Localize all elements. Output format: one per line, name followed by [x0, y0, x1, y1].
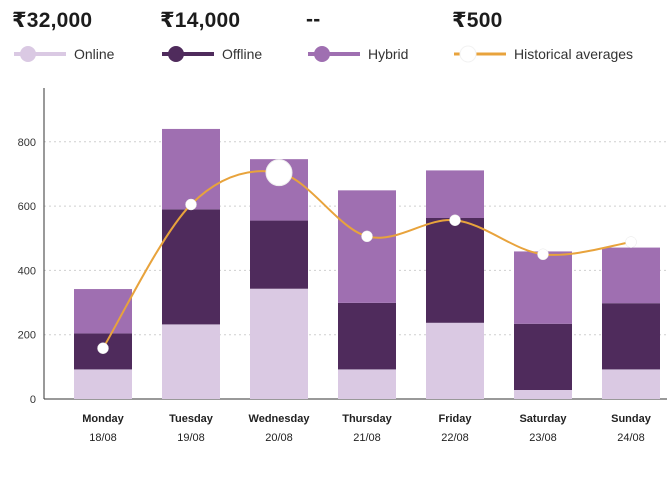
- hybrid-total-value: --: [306, 8, 321, 31]
- bar-online-monday: [74, 369, 132, 399]
- legend-offline-swatch-icon: [162, 46, 214, 62]
- x-date-label: 20/08: [265, 432, 293, 444]
- historical-average-value: ₹500: [452, 9, 503, 32]
- online-total-value: ₹32,000: [12, 9, 93, 32]
- x-date-label: 23/08: [529, 432, 557, 444]
- historical-average-point-saturday: [537, 248, 549, 261]
- legend-historical-averages[interactable]: Historical averages: [452, 44, 633, 64]
- bar-hybrid-sunday: [602, 247, 660, 304]
- offline-total-value: ₹14,000: [160, 9, 241, 32]
- bar-online-thursday: [338, 369, 396, 399]
- legend-hybrid-label: Hybrid: [368, 46, 409, 62]
- historical-average-point-wednesday: [265, 159, 293, 187]
- legend-offline-label: Offline: [222, 46, 263, 62]
- historical-average-point-thursday: [361, 230, 373, 243]
- offline-total: ₹14,000: [160, 8, 240, 33]
- bar-offline-thursday: [338, 302, 396, 370]
- bar-hybrid-tuesday: [162, 128, 220, 210]
- legend-offline[interactable]: Offline: [160, 44, 262, 64]
- bar-hybrid-thursday: [338, 190, 396, 303]
- x-day-label: Friday: [438, 413, 472, 425]
- bar-offline-saturday: [514, 323, 572, 390]
- legend-hybrid-swatch-icon: [308, 46, 360, 62]
- legend-historical-swatch-icon: [454, 45, 506, 63]
- x-day-label: Monday: [82, 413, 124, 425]
- x-date-label: 21/08: [353, 432, 381, 444]
- bar-hybrid-saturday: [514, 251, 572, 324]
- bar-online-friday: [426, 322, 484, 399]
- online-total: ₹32,000: [12, 8, 92, 33]
- bar-offline-wednesday: [250, 220, 308, 289]
- x-day-label: Thursday: [342, 413, 392, 425]
- legend-online-label: Online: [74, 46, 115, 62]
- y-tick-label: 200: [18, 330, 36, 342]
- legend-hybrid[interactable]: Hybrid: [306, 44, 408, 64]
- historical-average-point-tuesday: [185, 198, 197, 211]
- bar-online-saturday: [514, 389, 572, 399]
- y-tick-label: 800: [18, 137, 36, 149]
- x-date-label: 24/08: [617, 432, 645, 444]
- bar-offline-sunday: [602, 303, 660, 370]
- bar-online-wednesday: [250, 288, 308, 399]
- historical-average-point-sunday: [625, 236, 637, 248]
- hybrid-total: --: [306, 8, 320, 32]
- legend-historical-label: Historical averages: [514, 46, 634, 62]
- x-date-label: 19/08: [177, 432, 205, 444]
- x-date-label: 18/08: [89, 432, 117, 444]
- summary-header: ₹32,000 ₹14,000 -- ₹500 Online Offline H…: [12, 8, 662, 68]
- bar-online-tuesday: [162, 324, 220, 399]
- y-tick-label: 600: [18, 201, 36, 213]
- y-tick-label: 0: [30, 394, 36, 406]
- historical-average-point-friday: [449, 214, 461, 226]
- x-date-label: 22/08: [441, 432, 469, 444]
- y-tick-label: 400: [18, 265, 36, 277]
- bar-offline-tuesday: [162, 209, 220, 325]
- historical-average-total: ₹500: [452, 8, 502, 33]
- legend-online[interactable]: Online: [12, 44, 114, 64]
- historical-average-point-monday: [97, 342, 109, 354]
- x-day-label: Wednesday: [249, 413, 311, 425]
- x-day-label: Tuesday: [169, 413, 214, 425]
- bar-online-sunday: [602, 369, 660, 399]
- bar-hybrid-friday: [426, 170, 484, 218]
- x-day-label: Saturday: [519, 413, 567, 425]
- x-day-label: Sunday: [611, 413, 652, 425]
- bar-offline-friday: [426, 217, 484, 323]
- legend-online-swatch-icon: [14, 46, 66, 62]
